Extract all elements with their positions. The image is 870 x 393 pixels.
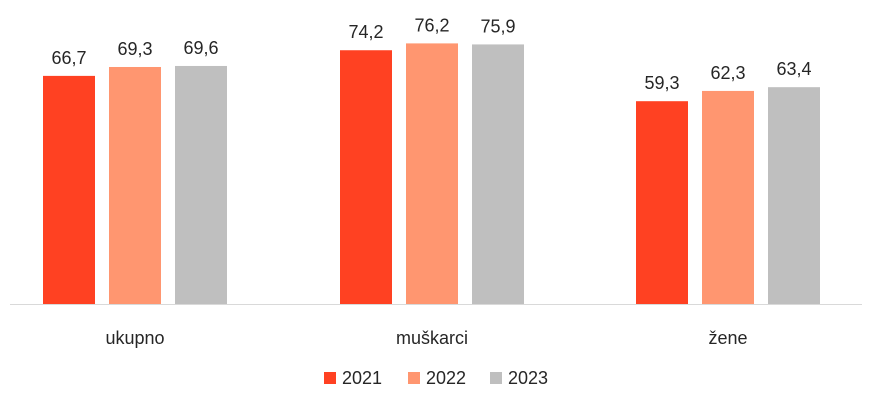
value-label-2022-0: 69,3 [117,39,152,59]
value-label-2021-0: 66,7 [51,48,86,68]
legend-swatch-2021 [324,372,336,384]
legend-label-2022: 2022 [426,368,466,388]
value-label-2022-2: 62,3 [710,63,745,83]
value-label-2023-2: 63,4 [776,59,811,79]
value-label-2021-1: 74,2 [348,22,383,42]
legend-label-2021: 2021 [342,368,382,388]
bar-2023-0 [175,65,227,304]
legend-swatch-2022 [408,372,420,384]
bar-2021-2 [636,101,688,304]
bar-2023-2 [768,87,820,304]
legend-swatch-2023 [490,372,502,384]
bar-2022-0 [109,66,161,304]
bar-2022-1 [406,43,458,305]
value-label-2023-1: 75,9 [480,16,515,36]
value-label-2022-1: 76,2 [414,15,449,35]
category-label-1: muškarci [396,328,468,348]
legend-label-2023: 2023 [508,368,548,388]
value-label-2021-2: 59,3 [644,73,679,93]
category-label-0: ukupno [105,328,164,348]
bar-2021-1 [340,50,392,305]
bar-2021-0 [43,75,95,304]
bar-2022-2 [702,90,754,305]
value-label-2023-0: 69,6 [183,38,218,58]
category-label-2: žene [708,328,747,348]
bar-2023-1 [472,44,524,305]
